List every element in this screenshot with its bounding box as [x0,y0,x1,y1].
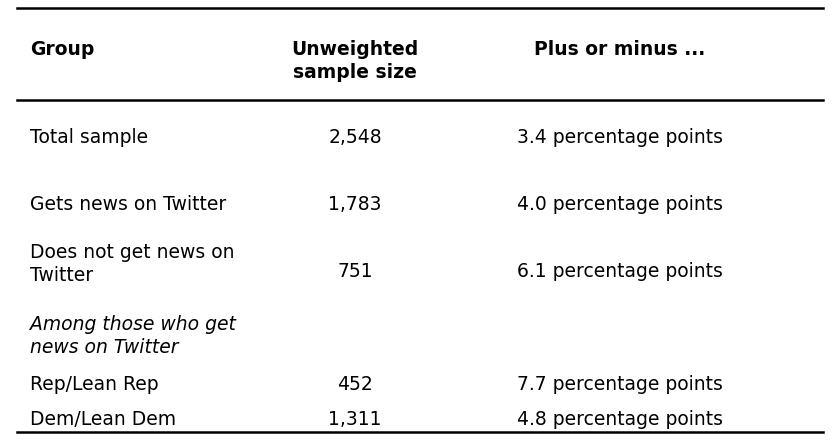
Text: 452: 452 [337,375,373,394]
Text: 4.8 percentage points: 4.8 percentage points [517,410,723,429]
Text: 7.7 percentage points: 7.7 percentage points [517,375,723,394]
Text: Total sample: Total sample [30,128,148,147]
Text: Does not get news on
Twitter: Does not get news on Twitter [30,243,234,285]
Text: Group: Group [30,40,94,59]
Text: Unweighted
sample size: Unweighted sample size [291,40,418,82]
Text: 751: 751 [337,262,373,281]
Text: Among those who get
news on Twitter: Among those who get news on Twitter [30,315,236,357]
Text: Dem/Lean Dem: Dem/Lean Dem [30,410,176,429]
Text: 6.1 percentage points: 6.1 percentage points [517,262,723,281]
Text: 4.0 percentage points: 4.0 percentage points [517,195,723,214]
Text: 1,783: 1,783 [328,195,381,214]
Text: Rep/Lean Rep: Rep/Lean Rep [30,375,159,394]
Text: Gets news on Twitter: Gets news on Twitter [30,195,226,214]
Text: Plus or minus ...: Plus or minus ... [534,40,706,59]
Text: 2,548: 2,548 [328,128,382,147]
Text: 3.4 percentage points: 3.4 percentage points [517,128,723,147]
Text: 1,311: 1,311 [328,410,381,429]
